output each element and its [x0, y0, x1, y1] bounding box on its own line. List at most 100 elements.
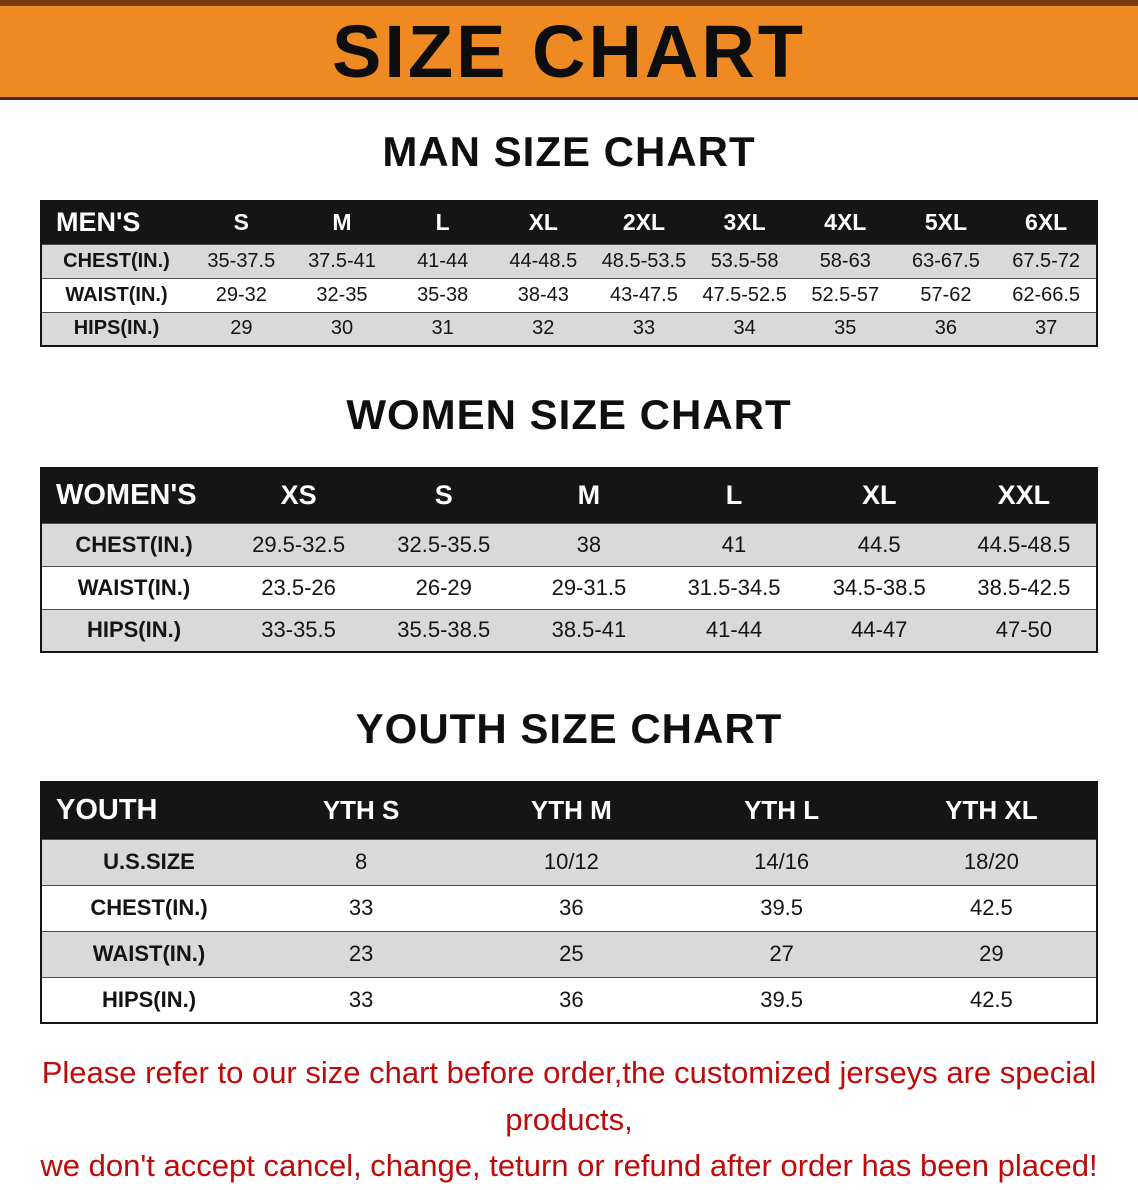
- size-value-cell: 31.5-34.5: [661, 565, 807, 609]
- size-header-cell: 4XL: [794, 201, 896, 244]
- size-value-cell: 27: [676, 930, 887, 977]
- table-row: U.S.SIZE 8 10/12 14/16 18/20: [41, 838, 1097, 885]
- row-label: HIPS(IN.): [41, 608, 226, 652]
- size-value-cell: 35-38: [392, 277, 493, 312]
- size-value-cell: 58-63: [794, 243, 896, 278]
- size-value-cell: 39.5: [676, 884, 887, 931]
- size-header-cell: XXL: [951, 468, 1097, 523]
- youth-size-table: YOUTH YTH S YTH M YTH L YTH XL U.S.SIZE 8 10/12…: [0, 781, 1138, 1024]
- size-value-cell: 62-66.5: [996, 277, 1097, 312]
- size-header-cell: L: [661, 468, 807, 523]
- size-value-cell: 38.5-42.5: [951, 565, 1097, 609]
- size-value-cell: 23.5-26: [226, 565, 372, 609]
- size-header-cell: M: [516, 468, 662, 523]
- size-value-cell: 18/20: [886, 838, 1097, 885]
- size-value-cell: 43-47.5: [593, 277, 695, 312]
- size-header-cell: XS: [226, 468, 372, 523]
- table-row: CHEST(IN.) 29.5-32.5 32.5-35.5 38 41 44.5 44.5…: [41, 522, 1097, 566]
- size-value-cell: 38-43: [492, 277, 594, 312]
- size-value-cell: 41-44: [392, 243, 493, 278]
- row-label: U.S.SIZE: [41, 838, 256, 885]
- table-title-cell: YOUTH: [41, 782, 256, 839]
- women-section-heading: WOMEN SIZE CHART: [346, 391, 792, 438]
- banner-title: SIZE CHART: [332, 9, 806, 93]
- size-value-cell: 33: [593, 311, 695, 346]
- size-value-cell: 57-62: [895, 277, 997, 312]
- size-value-cell: 37: [996, 311, 1097, 346]
- size-value-cell: 48.5-53.5: [593, 243, 695, 278]
- size-value-cell: 14/16: [676, 838, 887, 885]
- table-header-row: MEN'S S M L XL 2XL 3XL 4XL 5XL 6XL: [41, 201, 1097, 244]
- size-value-cell: 26-29: [371, 565, 517, 609]
- size-value-cell: 38: [516, 522, 662, 566]
- size-header-cell: 6XL: [996, 201, 1097, 244]
- size-value-cell: 35.5-38.5: [371, 608, 517, 652]
- women-size-section: WOMEN SIZE CHART WOMEN'S XS S M L XL XXL CHEST(…: [0, 391, 1138, 653]
- row-label: CHEST(IN.): [41, 884, 256, 931]
- youth-size-section: YOUTH SIZE CHART YOUTH YTH S YTH M YTH L YTH…: [0, 705, 1138, 1024]
- size-value-cell: 47.5-52.5: [694, 277, 795, 312]
- size-value-cell: 8: [256, 838, 467, 885]
- size-value-cell: 36: [895, 311, 997, 346]
- footer-note: Please refer to our size chart before or…: [0, 1050, 1138, 1190]
- size-header-cell: 3XL: [694, 201, 795, 244]
- table-row: WAIST(IN.) 23.5-26 26-29 29-31.5 31.5-34.5 34…: [41, 565, 1097, 609]
- size-header-cell: XL: [492, 201, 594, 244]
- size-header-cell: L: [392, 201, 493, 244]
- size-value-cell: 36: [466, 884, 677, 931]
- table-row: WAIST(IN.) 29-32 32-35 35-38 38-43 43-47.5 47.…: [41, 277, 1097, 312]
- size-value-cell: 44.5: [806, 522, 952, 566]
- size-value-cell: 32-35: [291, 277, 393, 312]
- size-value-cell: 42.5: [886, 884, 1097, 931]
- row-label: HIPS(IN.): [41, 976, 256, 1023]
- row-label: WAIST(IN.): [41, 565, 226, 609]
- size-value-cell: 30: [291, 311, 393, 346]
- size-value-cell: 53.5-58: [694, 243, 795, 278]
- size-value-cell: 36: [466, 976, 677, 1023]
- size-value-cell: 67.5-72: [996, 243, 1097, 278]
- size-header-cell: S: [191, 201, 292, 244]
- size-value-cell: 33: [256, 976, 467, 1023]
- youth-section-heading: YOUTH SIZE CHART: [355, 705, 783, 752]
- size-header-cell: M: [291, 201, 393, 244]
- youth-size-chart-table: YOUTH YTH S YTH M YTH L YTH XL U.S.SIZE 8 10/12…: [40, 781, 1098, 1024]
- row-label: CHEST(IN.): [41, 243, 191, 278]
- size-value-cell: 32.5-35.5: [371, 522, 517, 566]
- row-label: CHEST(IN.): [41, 522, 226, 566]
- size-value-cell: 29-31.5: [516, 565, 662, 609]
- footer-line-2: we don't accept cancel, change, teturn o…: [40, 1148, 1098, 1183]
- size-value-cell: 25: [466, 930, 677, 977]
- size-value-cell: 34.5-38.5: [806, 565, 952, 609]
- men-size-chart-table: MEN'S S M L XL 2XL 3XL 4XL 5XL 6XL CHEST(IN.) 35-37…: [40, 200, 1098, 347]
- size-value-cell: 47-50: [951, 608, 1097, 652]
- size-header-cell: 2XL: [593, 201, 695, 244]
- size-value-cell: 33-35.5: [226, 608, 372, 652]
- size-value-cell: 10/12: [466, 838, 677, 885]
- women-size-chart-table: WOMEN'S XS S M L XL XXL CHEST(IN.) 29.5-32.5 32.5…: [40, 467, 1098, 653]
- size-value-cell: 63-67.5: [895, 243, 997, 278]
- table-row: CHEST(IN.) 33 36 39.5 42.5: [41, 884, 1097, 931]
- table-row: WAIST(IN.) 23 25 27 29: [41, 930, 1097, 977]
- size-value-cell: 34: [694, 311, 795, 346]
- man-size-section: MAN SIZE CHART MEN'S S M L XL 2XL 3XL 4XL 5XL 6XL…: [0, 128, 1138, 347]
- row-label: HIPS(IN.): [41, 311, 191, 346]
- size-value-cell: 29: [886, 930, 1097, 977]
- size-header-cell: YTH M: [466, 782, 677, 839]
- size-value-cell: 52.5-57: [794, 277, 896, 312]
- size-value-cell: 32: [492, 311, 594, 346]
- table-row: HIPS(IN.) 33 36 39.5 42.5: [41, 976, 1097, 1023]
- size-value-cell: 29.5-32.5: [226, 522, 372, 566]
- size-header-cell: XL: [806, 468, 952, 523]
- table-row: HIPS(IN.) 29 30 31 32 33 34 35 36 37: [41, 311, 1097, 346]
- row-label: WAIST(IN.): [41, 277, 191, 312]
- row-label: WAIST(IN.): [41, 930, 256, 977]
- size-value-cell: 33: [256, 884, 467, 931]
- size-header-cell: YTH L: [676, 782, 887, 839]
- table-header-row: YOUTH YTH S YTH M YTH L YTH XL: [41, 782, 1097, 839]
- size-value-cell: 31: [392, 311, 493, 346]
- size-header-cell: 5XL: [895, 201, 997, 244]
- size-value-cell: 37.5-41: [291, 243, 393, 278]
- size-value-cell: 39.5: [676, 976, 887, 1023]
- table-row: HIPS(IN.) 33-35.5 35.5-38.5 38.5-41 41-44 44-…: [41, 608, 1097, 652]
- table-header-row: WOMEN'S XS S M L XL XXL: [41, 468, 1097, 523]
